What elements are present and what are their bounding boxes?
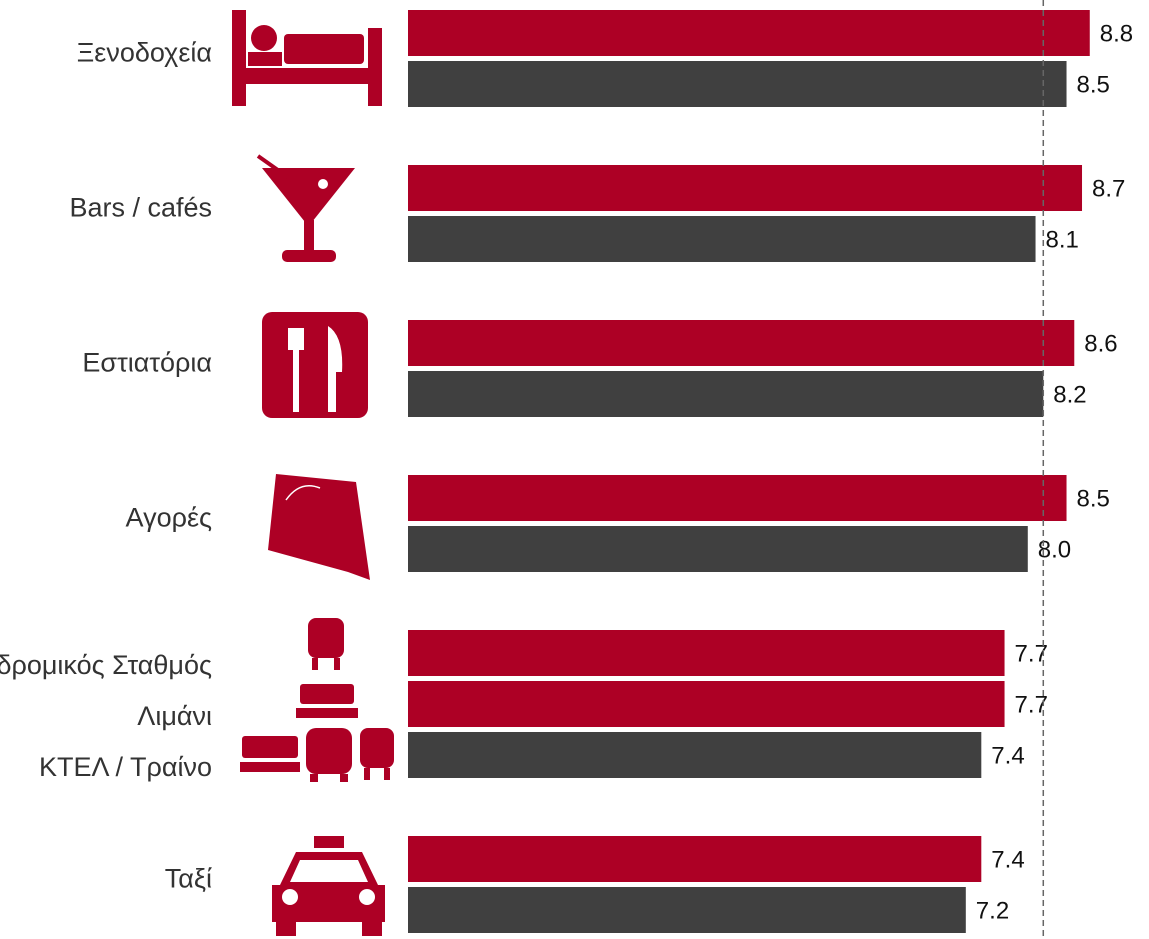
category-label: Λιμάνι: [137, 701, 212, 731]
value-label: 8.2: [1053, 381, 1086, 408]
value-label: 8.8: [1100, 20, 1133, 47]
bar: [408, 887, 966, 933]
value-label: 8.6: [1084, 330, 1117, 357]
value-label: 8.5: [1077, 485, 1110, 512]
bar: [408, 526, 1028, 572]
bar: [408, 681, 1005, 727]
icons: [232, 10, 394, 936]
taxi-icon: [272, 836, 385, 936]
bar: [408, 10, 1090, 56]
value-label: 8.7: [1092, 175, 1125, 202]
category-label: Αγορές: [126, 503, 212, 533]
bar: [408, 630, 1005, 676]
category-label: Bars / cafés: [69, 193, 212, 223]
bar-icon: [256, 154, 355, 262]
bar: [408, 216, 1036, 262]
shopping-icon: [268, 474, 370, 580]
bar: [408, 371, 1044, 417]
value-label: 8.5: [1077, 71, 1110, 98]
value-label: 8.1: [1046, 226, 1079, 253]
category-label: Σιδηροδρομικός Σταθμός: [0, 650, 212, 680]
value-label: 7.4: [991, 846, 1024, 873]
category-label: Εστιατόρια: [82, 348, 212, 378]
transport-icons: [240, 618, 394, 782]
bar: [408, 320, 1075, 366]
value-label: 7.7: [1015, 691, 1048, 718]
bar: [408, 475, 1067, 521]
category-label: Ξενοδοχεία: [77, 38, 212, 68]
bar: [408, 165, 1083, 211]
restaurant-icon: [262, 312, 368, 418]
value-label: 7.7: [1015, 640, 1048, 667]
bar: [408, 732, 982, 778]
category-label: ΚΤΕΛ / Τραίνο: [39, 752, 212, 782]
value-label: 7.2: [976, 897, 1009, 924]
bar: [408, 836, 982, 882]
category-label: Ταξί: [165, 864, 212, 894]
value-label: 7.4: [991, 742, 1024, 769]
bar: [408, 61, 1067, 107]
hotel-icon: [232, 10, 382, 106]
